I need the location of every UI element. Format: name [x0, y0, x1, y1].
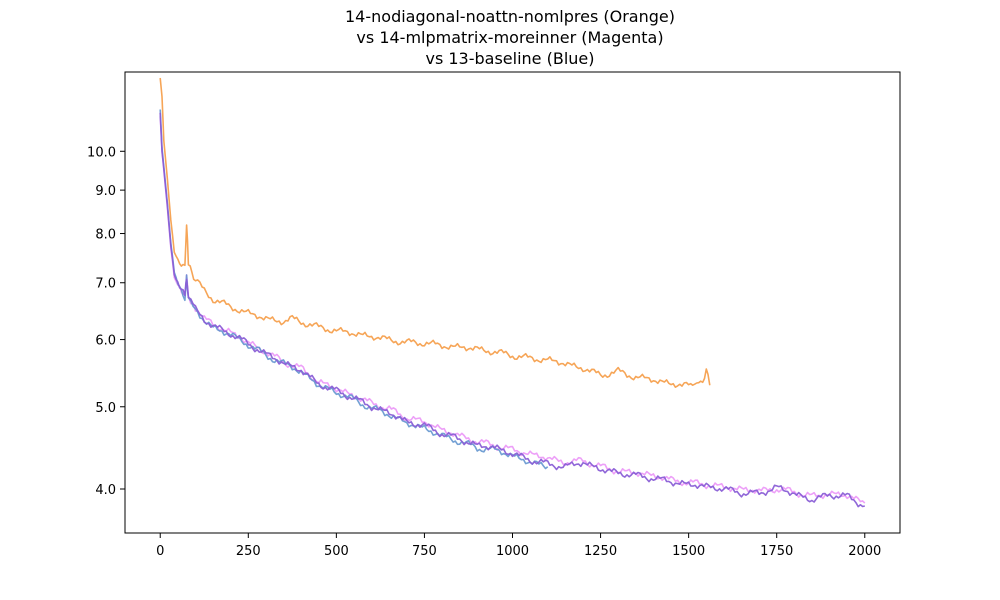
x-tick-label: 2000 [848, 544, 881, 559]
y-tick-label: 8.0 [95, 228, 116, 243]
plot-lines [159, 77, 866, 508]
x-tick-label: 1250 [584, 544, 617, 559]
title-line-1: 14-nodiagonal-noattn-nomlpres (Orange) [345, 7, 675, 26]
x-axis: 0 250 500 750 1000 1250 1500 1750 2000 [156, 533, 881, 559]
x-tick-label: 500 [324, 544, 349, 559]
x-tick-label: 1000 [496, 544, 529, 559]
title-line-3: vs 13-baseline (Blue) [425, 49, 594, 68]
y-tick-label: 7.0 [95, 277, 116, 292]
y-tick-label: 4.0 [95, 483, 116, 498]
y-tick-label: 9.0 [95, 184, 116, 199]
series-line-3 [159, 112, 865, 508]
y-tick-label: 10.0 [87, 145, 116, 160]
series-line-0 [159, 77, 711, 389]
x-tick-label: 0 [156, 544, 164, 559]
x-tick-label: 250 [236, 544, 261, 559]
x-tick-label: 1500 [672, 544, 705, 559]
x-tick-label: 750 [412, 544, 437, 559]
chart-title: 14-nodiagonal-noattn-nomlpres (Orange) v… [345, 7, 675, 68]
y-axis: 4.0 5.0 6.0 7.0 8.0 9.0 10.0 [87, 145, 125, 498]
series-line-1 [159, 116, 866, 504]
series-line-2 [159, 109, 549, 470]
x-tick-label: 1750 [760, 544, 793, 559]
y-tick-label: 5.0 [95, 401, 116, 416]
y-tick-label: 6.0 [95, 334, 116, 349]
title-line-2: vs 14-mlpmatrix-moreinner (Magenta) [356, 28, 663, 47]
plot-frame [124, 71, 901, 534]
